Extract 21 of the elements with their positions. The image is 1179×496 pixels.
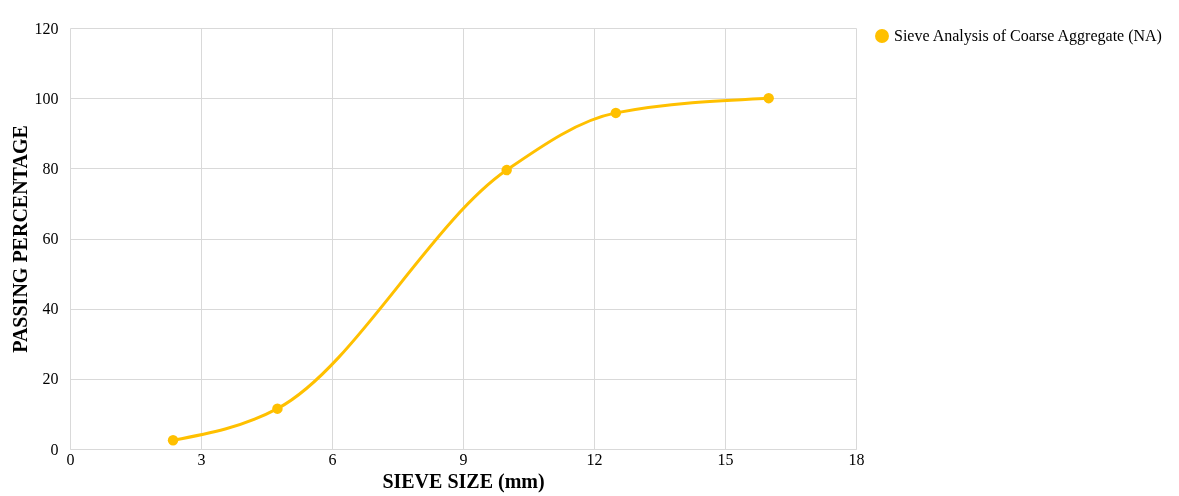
point bbox=[763, 92, 774, 104]
x-tick-label: 18 bbox=[848, 450, 865, 468]
x-axis-title: SIEVE SIZE (mm) bbox=[382, 469, 545, 493]
y-axis-title: PASSING PERCENTAGE bbox=[8, 125, 31, 353]
x-tick-label: 0 bbox=[66, 450, 75, 468]
point bbox=[167, 435, 179, 446]
x-tick-label: 9 bbox=[459, 450, 468, 468]
y-tick-label: 60 bbox=[42, 230, 59, 247]
x-tick-label: 15 bbox=[717, 450, 734, 468]
point bbox=[610, 107, 622, 119]
legend-label: Sieve Analysis of Coarse Aggregate (NA) bbox=[894, 27, 1162, 45]
point bbox=[272, 403, 283, 414]
y-tick-label: 120 bbox=[34, 19, 59, 37]
point bbox=[501, 164, 512, 176]
x-tick-label: 12 bbox=[586, 450, 603, 468]
x-tick-label: 6 bbox=[328, 450, 337, 468]
y-tick-label: 100 bbox=[34, 89, 59, 107]
y-tick-label: 40 bbox=[42, 300, 59, 318]
y-tick-label: 80 bbox=[42, 159, 59, 177]
y-tick-label: 20 bbox=[42, 370, 59, 388]
x-tick-label: 3 bbox=[197, 450, 206, 468]
